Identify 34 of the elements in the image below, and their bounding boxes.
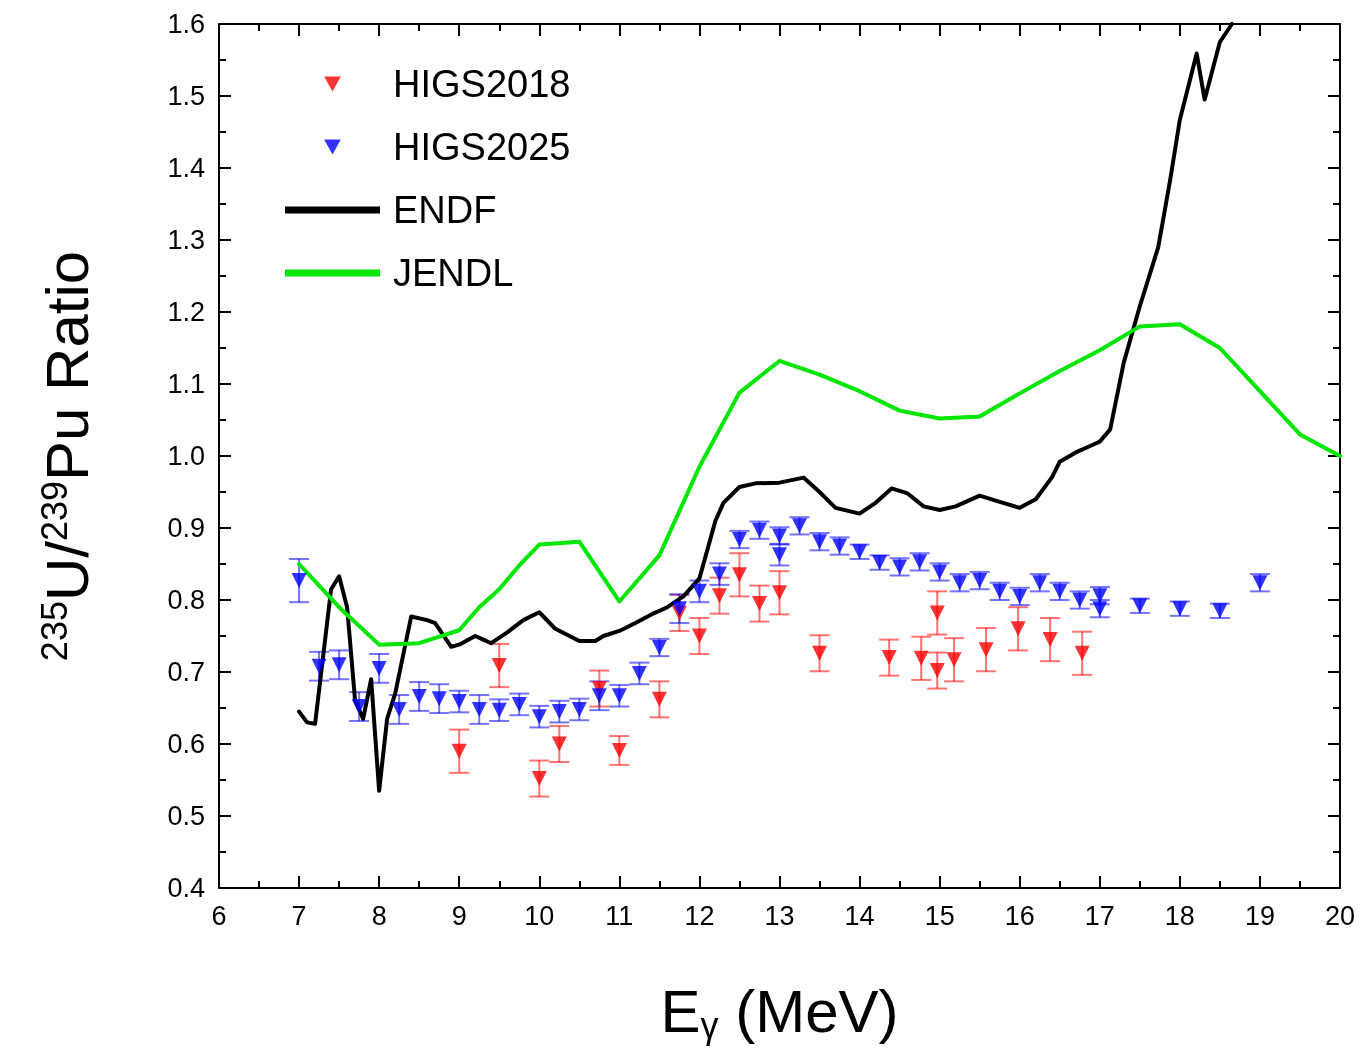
x-tick-label: 20 [1324, 900, 1356, 931]
x-axis-title: Eγ (MeV) [660, 978, 899, 1046]
legend-label: HIGS2018 [393, 63, 571, 105]
x-tick-label: 15 [924, 900, 955, 931]
x-tick-label: 12 [684, 900, 715, 931]
y-tick-label: 0.7 [167, 657, 205, 687]
legend-label: ENDF [393, 189, 497, 231]
x-tick-label: 16 [1004, 900, 1035, 931]
y-tick-label: 0.4 [167, 873, 205, 903]
x-tick-label: 11 [605, 900, 634, 931]
y-tick-label: 1.1 [167, 369, 205, 399]
x-tick-label: 17 [1084, 900, 1115, 931]
x-tick-label: 18 [1164, 900, 1195, 931]
x-tick-label: 14 [844, 900, 875, 931]
y-tick-label: 1.5 [167, 81, 205, 111]
y-tick-label: 1.0 [167, 441, 205, 471]
y-tick-label: 0.8 [167, 585, 205, 615]
y-tick-label: 1.6 [167, 9, 205, 39]
y-tick-label: 1.2 [167, 297, 205, 327]
y-tick-label: 1.3 [167, 225, 205, 255]
y-tick-label: 0.6 [167, 729, 205, 759]
x-tick-label: 9 [451, 900, 467, 931]
y-axis-title: 235U/239Pu Ratio [33, 250, 101, 662]
x-tick-label: 19 [1244, 900, 1275, 931]
x-tick-label: 6 [211, 900, 227, 931]
x-tick-label: 10 [524, 900, 555, 931]
x-tick-label: 13 [764, 900, 795, 931]
x-tick-label: 8 [371, 900, 387, 931]
y-tick-label: 0.5 [167, 801, 205, 831]
legend-label: HIGS2025 [393, 126, 571, 168]
y-tick-label: 0.9 [167, 513, 205, 543]
legend-label: JENDL [393, 252, 514, 294]
y-tick-label: 1.4 [167, 153, 205, 183]
x-tick-label: 7 [291, 900, 307, 931]
